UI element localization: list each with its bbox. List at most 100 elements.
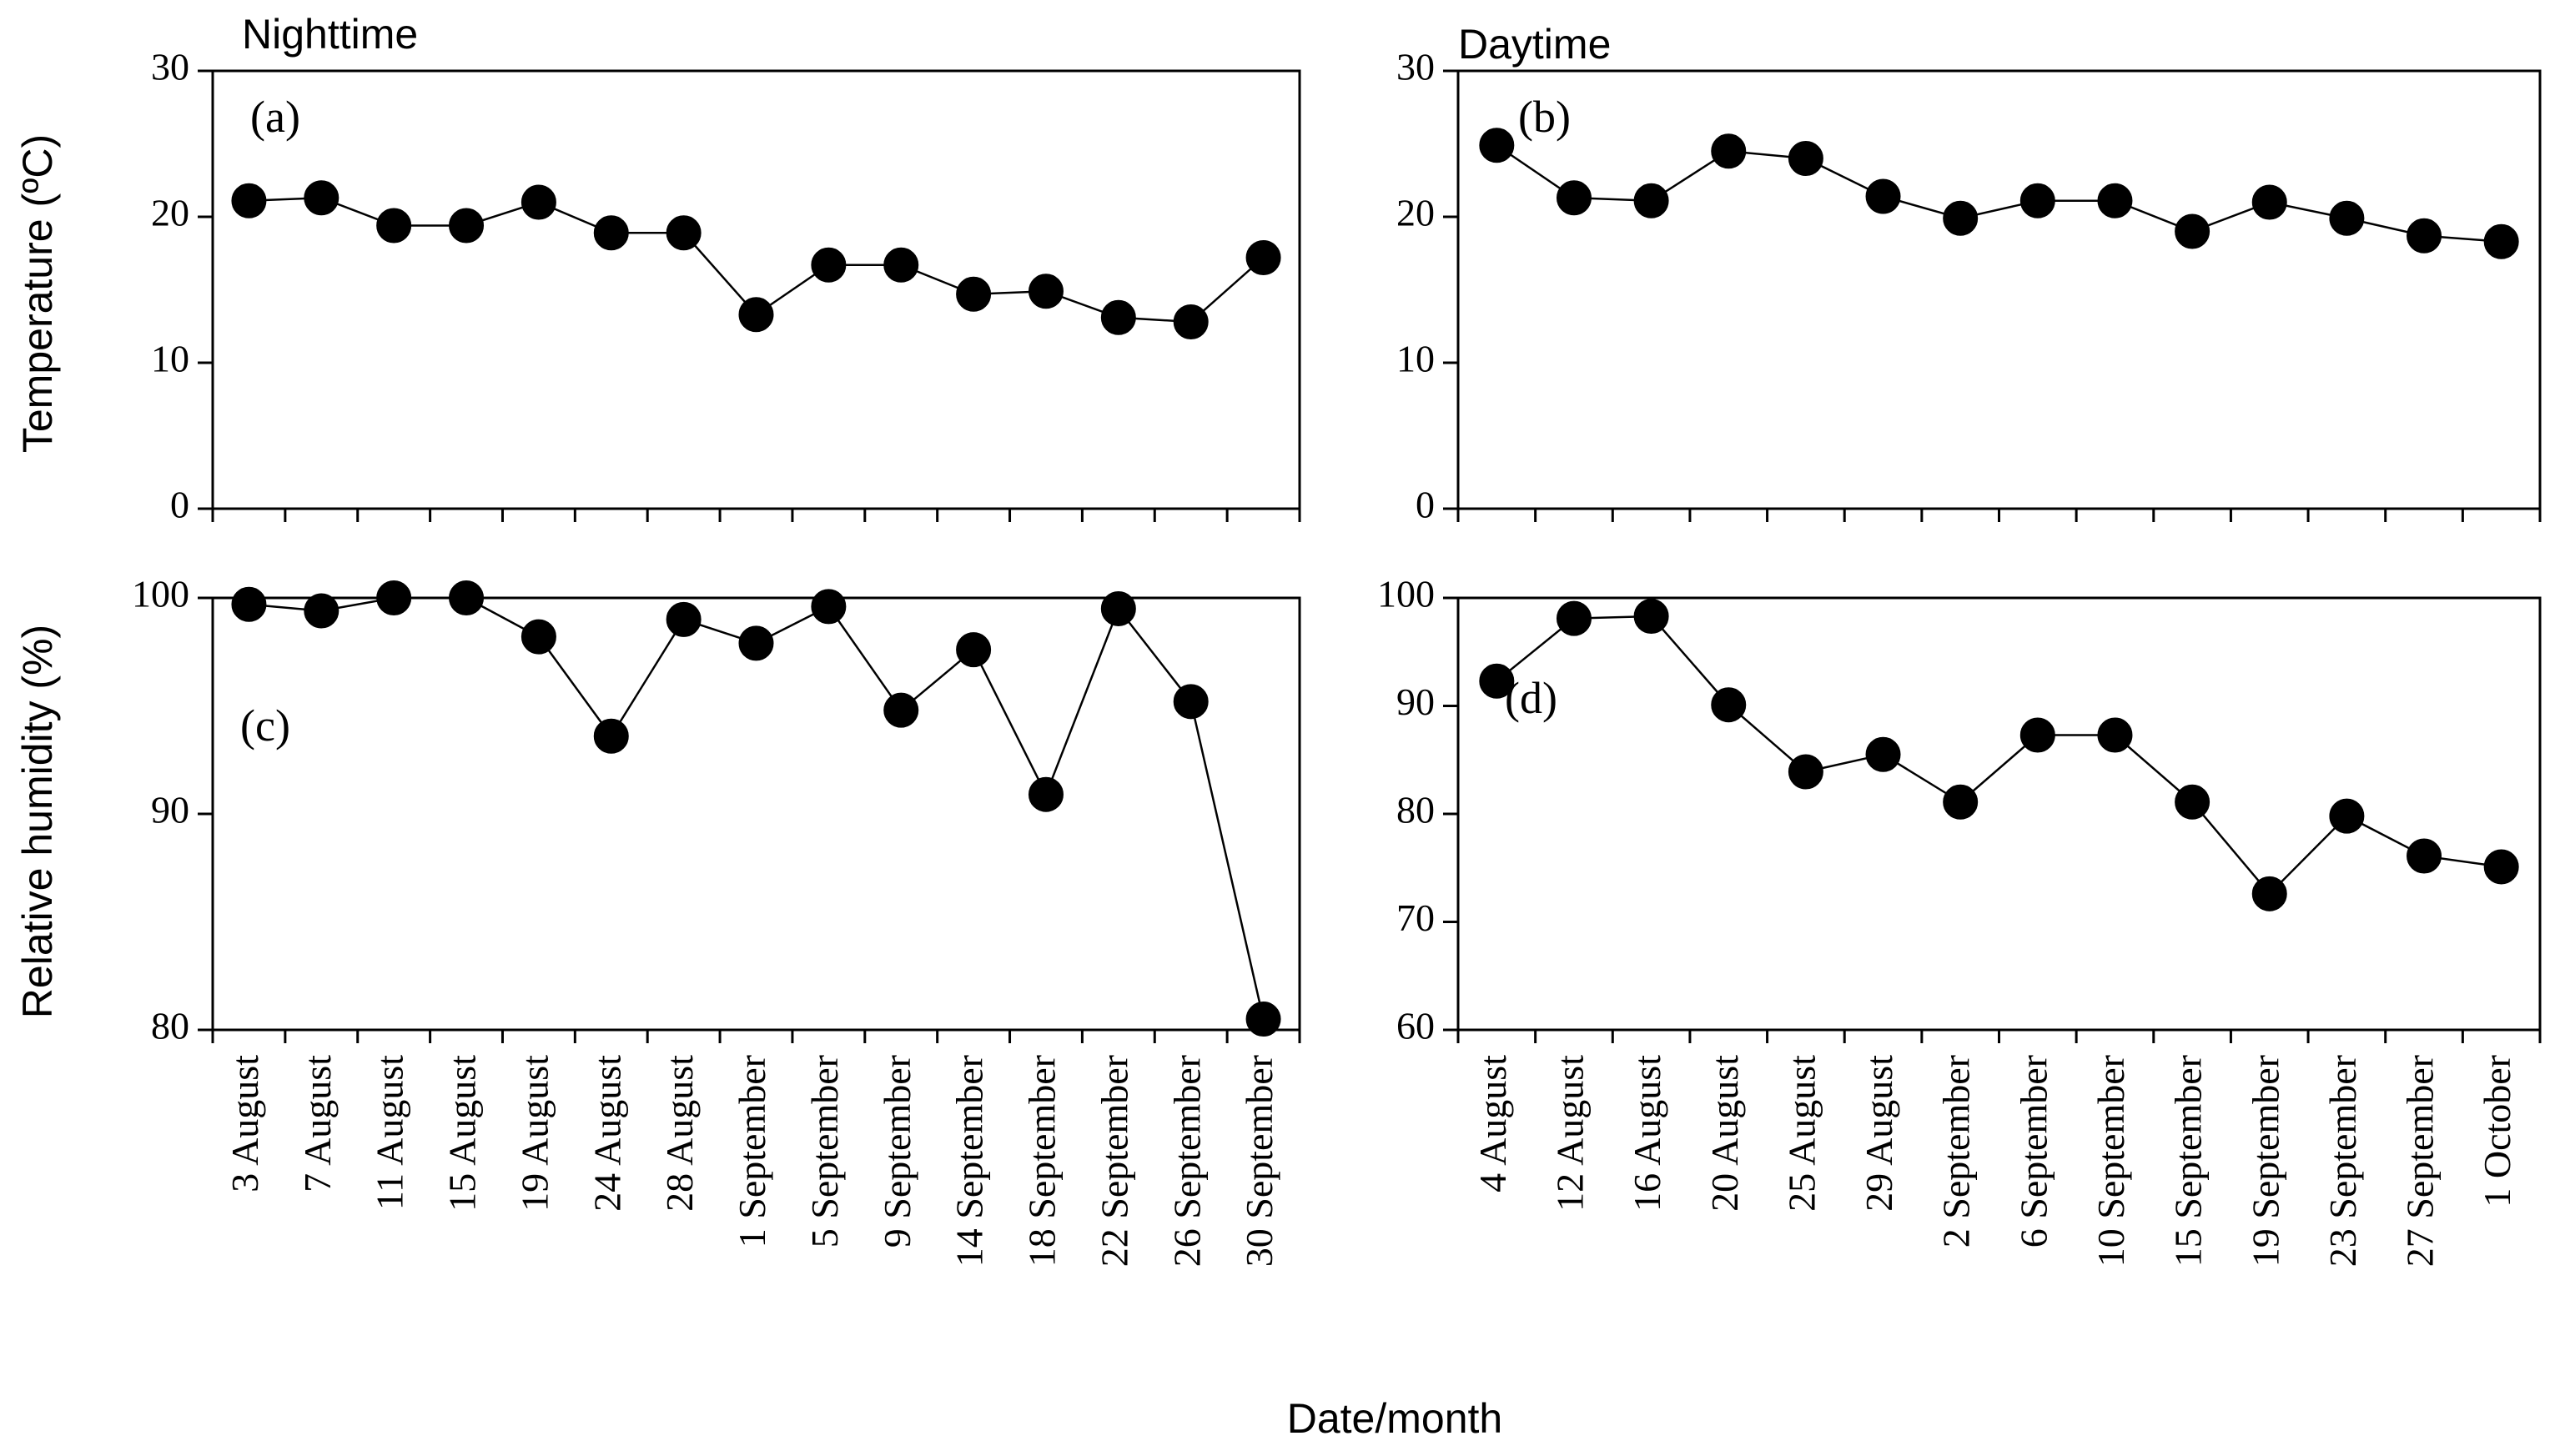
data-point-a-1: 7 August: 21.3 (304, 180, 339, 216)
plot-frame-c (211, 596, 1301, 1032)
data-point-d-0: 4 August: 92.3 (1479, 663, 1515, 699)
temperature-axis-label: Temperature (ºC) (14, 134, 61, 453)
x-tick-label-c-5: 24 August (586, 1055, 628, 1212)
y-tick-label-a-30: 30 (151, 46, 189, 88)
x-tick-label-c-4: 19 August (513, 1055, 556, 1212)
panel-d-day-humidity: 60 70 80 90 100 4 August 12 August 16 August 20 … (1377, 573, 2542, 1267)
data-point-c-11: 18 September: 90.9 (1028, 776, 1064, 812)
data-point-d-8: 10 September: 87.3 (2097, 717, 2133, 753)
x-tick-label-d-11: 23 September (2321, 1055, 2364, 1267)
series-line-d (1496, 615, 2502, 896)
data-point-a-5: 24 August: 18.9 (593, 215, 629, 251)
x-tick-label-d-7: 6 September (2012, 1055, 2055, 1248)
data-point-c-13: 26 September: 95.2 (1173, 684, 1209, 720)
x-tick-label-c-6: 28 August (658, 1055, 701, 1212)
x-tick-label-c-3: 15 August (441, 1055, 484, 1212)
data-point-d-12: 27 September: 76.1 (2407, 838, 2442, 874)
data-point-d-7: 6 September: 87.3 (2019, 717, 2055, 753)
x-tick-label-c-0: 3 August (224, 1055, 266, 1192)
data-point-c-6: 28 August: 99 (666, 601, 702, 637)
daytime-title: Daytime (1458, 21, 1611, 68)
panel-label-b: (b) (1518, 92, 1571, 142)
plot-frame-a (211, 69, 1301, 510)
x-tick-label-d-9: 15 September (2167, 1055, 2210, 1267)
data-point-a-14: 30 September: 17.2 (1245, 240, 1281, 275)
data-point-b-7: 6 September: 21.1 (2019, 183, 2055, 218)
data-point-c-10: 14 September: 97.6 (956, 632, 992, 668)
panel-label-d: (d) (1505, 673, 1557, 723)
data-point-a-10: 14 September: 14.7 (956, 276, 992, 312)
data-point-d-10: 19 September: 72.6 (2251, 876, 2287, 911)
nighttime-title: Nighttime (242, 11, 418, 58)
y-tick-label-a-20: 20 (151, 192, 189, 234)
data-point-b-3: 20 August: 24.5 (1711, 133, 1747, 169)
data-point-d-9: 15 September: 81.1 (2175, 784, 2210, 820)
data-point-c-12: 22 September: 99.5 (1100, 590, 1136, 626)
x-tick-label-c-9: 9 September (876, 1055, 918, 1248)
data-point-c-9: 9 September: 94.8 (883, 692, 919, 728)
data-point-d-2: 16 August: 98.3 (1633, 599, 1669, 635)
plot-frame-b (1456, 69, 2542, 510)
data-point-d-5: 29 August: 85.5 (1865, 736, 1901, 772)
x-tick-label-c-7: 1 September (731, 1055, 773, 1248)
x-tick-label-d-13: 1 October (2476, 1055, 2518, 1207)
data-point-a-13: 26 September: 12.8 (1173, 304, 1209, 339)
x-tick-label-d-10: 19 September (2244, 1055, 2286, 1267)
data-point-d-11: 23 September: 79.8 (2329, 798, 2365, 834)
data-point-d-1: 12 August: 98.1 (1556, 600, 1592, 636)
x-tick-label-d-12: 27 September (2399, 1055, 2442, 1267)
x-tick-label-c-8: 5 September (803, 1055, 846, 1248)
shared-x-axis-label: Date/month (1287, 1395, 1502, 1442)
data-point-b-5: 29 August: 21.4 (1865, 178, 1901, 214)
data-point-a-6: 28 August: 18.9 (666, 215, 702, 251)
data-point-c-7: 1 September: 97.9 (738, 625, 774, 661)
panel-label-a: (a) (250, 92, 300, 142)
data-point-a-11: 18 September: 14.9 (1028, 274, 1064, 309)
y-tick-label-d-100: 100 (1377, 573, 1435, 615)
y-tick-label-b-20: 20 (1396, 192, 1435, 234)
y-tick-label-c-90: 90 (151, 789, 189, 831)
data-point-d-6: 2 September: 81.1 (1943, 784, 1979, 820)
y-tick-label-a-0: 0 (170, 484, 189, 526)
y-tick-label-c-100: 100 (132, 573, 189, 615)
x-tick-label-c-1: 7 August (296, 1055, 339, 1192)
data-point-a-4: 19 August: 21 (521, 184, 556, 220)
data-point-b-13: 1 October: 18.3 (2483, 223, 2519, 259)
data-point-b-2: 16 August: 21.1 (1633, 183, 1669, 218)
data-point-b-11: 23 September: 19.9 (2329, 200, 2365, 236)
data-point-d-3: 20 August: 90.1 (1711, 687, 1747, 723)
data-point-a-9: 9 September: 16.7 (883, 247, 919, 283)
y-tick-label-b-0: 0 (1416, 484, 1435, 526)
x-tick-label-c-10: 14 September (948, 1055, 991, 1267)
data-point-c-4: 19 August: 98.2 (521, 619, 556, 655)
data-point-b-12: 27 September: 18.7 (2407, 218, 2442, 254)
data-point-a-0: 3 August: 21.1 (231, 183, 267, 218)
data-point-a-2: 11 August: 19.4 (376, 208, 412, 244)
data-point-a-7: 1 September: 13.3 (738, 297, 774, 333)
data-point-a-3: 15 August: 19.4 (449, 208, 485, 244)
x-tick-label-d-5: 29 August (1858, 1055, 1900, 1212)
data-point-b-4: 25 August: 24 (1788, 141, 1823, 176)
data-point-b-6: 2 September: 19.9 (1943, 200, 1979, 236)
x-tick-label-d-8: 10 September (2090, 1055, 2132, 1267)
data-point-c-14: 30 September: 80.5 (1245, 1002, 1281, 1037)
x-tick-label-c-13: 26 September (1165, 1055, 1208, 1267)
data-point-c-5: 24 August: 93.6 (593, 718, 629, 754)
data-point-b-9: 15 September: 19 (2175, 213, 2210, 249)
y-tick-label-d-90: 90 (1396, 680, 1435, 723)
y-tick-label-d-60: 60 (1396, 1005, 1435, 1047)
data-point-c-8: 5 September: 99.6 (811, 589, 847, 625)
data-point-a-12: 22 September: 13.1 (1100, 299, 1136, 335)
data-point-b-8: 10 September: 21.1 (2097, 183, 2133, 218)
panel-c-night-humidity: 80 90 100 3 August 7 August 11 August 15 Augus… (132, 573, 1301, 1267)
x-tick-label-c-2: 11 August (369, 1055, 411, 1210)
panel-a-night-temperature: 0 10 20 30 3 August: 21.1 7 August: 21.3 11 Au… (151, 46, 1301, 526)
y-tick-label-d-70: 70 (1396, 896, 1435, 939)
y-tick-label-b-30: 30 (1396, 46, 1435, 88)
panel-label-c: (c) (240, 700, 290, 751)
y-tick-label-d-80: 80 (1396, 789, 1435, 831)
x-tick-label-d-0: 4 August (1471, 1055, 1514, 1192)
data-point-a-8: 5 September: 16.7 (811, 247, 847, 283)
data-point-c-0: 3 August: 99.7 (231, 586, 267, 622)
